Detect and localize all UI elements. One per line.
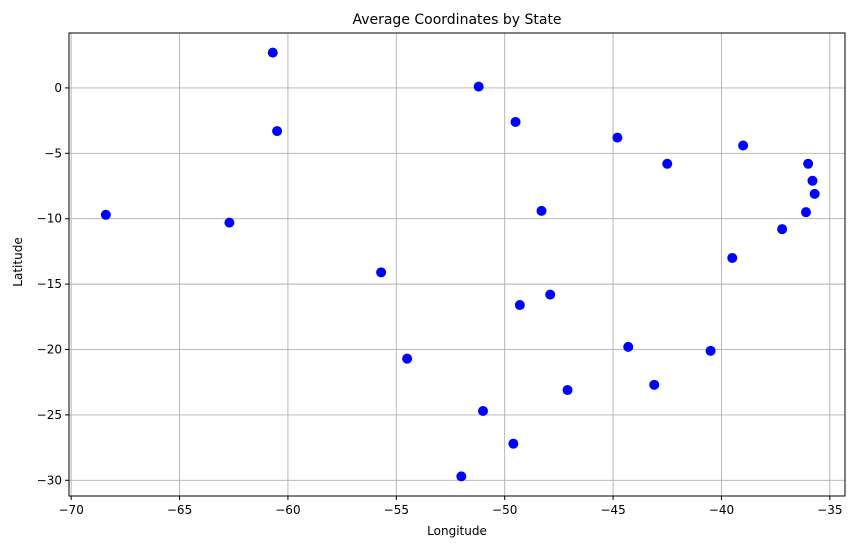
data-point <box>402 353 413 364</box>
data-point <box>376 267 387 278</box>
data-point <box>623 341 634 352</box>
data-point <box>510 116 521 127</box>
x-tick-label: −50 <box>492 503 517 517</box>
data-point <box>272 126 283 137</box>
y-axis-ticks: 0 −5 −10 −15 −20 −25 −30 <box>37 81 69 487</box>
data-points <box>100 47 820 482</box>
data-point <box>807 175 818 186</box>
x-tick-label: −40 <box>709 503 734 517</box>
x-tick-label: −65 <box>167 503 192 517</box>
y-tick-label: −20 <box>37 343 62 357</box>
data-point <box>478 405 489 416</box>
data-point <box>508 438 519 449</box>
x-tick-label: −45 <box>600 503 625 517</box>
data-point <box>473 81 484 92</box>
y-tick-label: −15 <box>37 277 62 291</box>
data-point <box>536 205 547 216</box>
data-point <box>803 158 814 169</box>
data-point <box>809 188 820 199</box>
grid-lines <box>69 33 845 496</box>
data-point <box>649 379 660 390</box>
plot-area-frame <box>68 32 846 497</box>
data-point <box>777 224 788 235</box>
data-point <box>738 140 749 151</box>
data-point <box>545 289 556 300</box>
x-axis-label: Longitude <box>427 524 487 538</box>
x-tick-label: −35 <box>817 503 842 517</box>
data-point <box>662 158 673 169</box>
data-point <box>267 47 278 58</box>
y-tick-label: −10 <box>37 212 62 226</box>
y-tick-label: −25 <box>37 408 62 422</box>
data-point <box>514 300 525 311</box>
data-point <box>224 217 235 228</box>
data-point <box>100 209 111 220</box>
data-point <box>562 385 573 396</box>
y-axis-label: Latitude <box>11 237 25 286</box>
data-point <box>705 345 716 356</box>
x-tick-label: −70 <box>59 503 84 517</box>
data-point <box>456 471 467 482</box>
x-axis-ticks: −70 −65 −60 −55 −50 −45 −40 −35 <box>59 496 842 517</box>
chart-title: Average Coordinates by State <box>352 12 561 28</box>
y-tick-label: 0 <box>54 81 62 95</box>
x-tick-label: −60 <box>275 503 300 517</box>
data-point <box>612 132 623 143</box>
data-point <box>800 207 811 218</box>
y-tick-label: −5 <box>44 146 62 160</box>
data-point <box>727 252 738 263</box>
y-tick-label: −30 <box>37 473 62 487</box>
x-tick-label: −55 <box>384 503 409 517</box>
